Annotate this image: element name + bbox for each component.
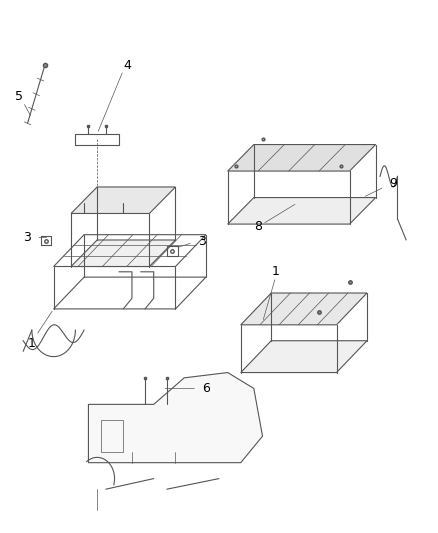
Text: 8: 8: [254, 220, 262, 233]
Polygon shape: [228, 144, 376, 171]
Polygon shape: [228, 198, 376, 224]
Text: 5: 5: [15, 90, 23, 103]
Text: 4: 4: [124, 59, 131, 71]
Text: 3: 3: [198, 235, 205, 247]
Text: 3: 3: [24, 231, 32, 244]
Text: 9: 9: [389, 177, 397, 190]
Polygon shape: [71, 187, 176, 214]
Polygon shape: [71, 240, 176, 266]
Text: 6: 6: [202, 382, 210, 395]
Text: 1: 1: [272, 265, 279, 278]
Polygon shape: [241, 341, 367, 373]
Polygon shape: [88, 373, 262, 463]
Text: 1: 1: [28, 337, 36, 350]
Polygon shape: [241, 293, 367, 325]
